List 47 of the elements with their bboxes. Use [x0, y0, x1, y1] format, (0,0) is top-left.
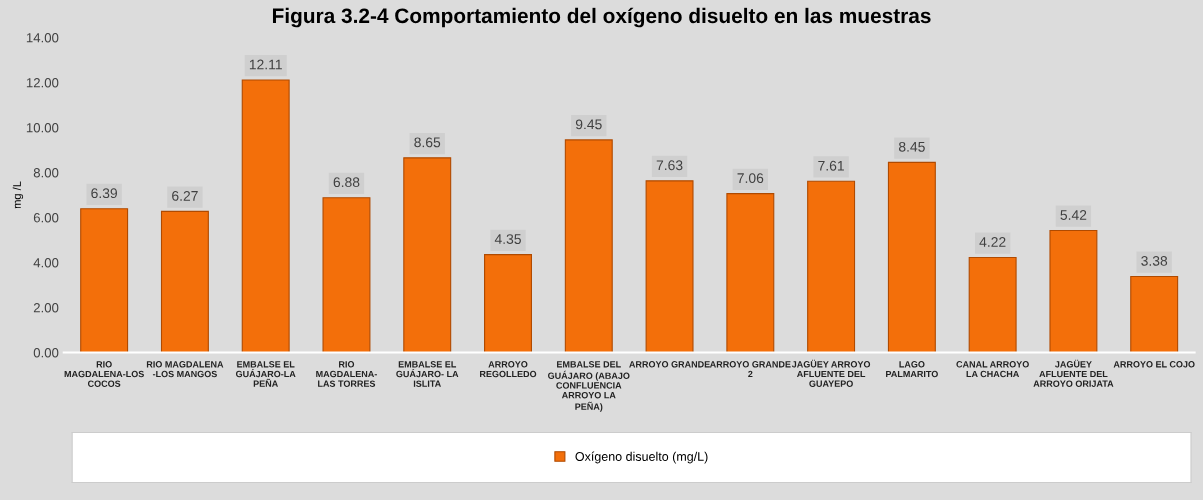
- data-label: 12.11: [249, 59, 282, 70]
- x-tick-label: ARROYO GRANDE: [629, 361, 710, 368]
- data-label: 7.63: [656, 160, 683, 171]
- x-tick-label: CANAL ARROYO LA CHACHA: [956, 361, 1029, 378]
- data-label: 6.39: [91, 188, 117, 199]
- bar: [564, 139, 613, 353]
- x-tick-label: LAGO PALMARITO: [886, 361, 938, 378]
- y-tick-label: 6.00: [33, 213, 59, 223]
- y-axis-title: mg /L: [12, 181, 24, 209]
- bar: [80, 208, 129, 353]
- x-tick-label: RIO MAGDALENA-LOS COCOS: [64, 361, 144, 387]
- data-label: 8.45: [898, 141, 925, 152]
- x-tick-label: ARROYO GRANDE 2: [709, 361, 791, 378]
- y-tick-label: 12.00: [26, 78, 59, 88]
- chart-title: Figura 3.2-4 Comportamiento del oxígeno disuelto en las muestras: [272, 7, 931, 28]
- data-label: 9.45: [575, 119, 602, 130]
- x-tick-label: JAGÜEY AFLUENTE DEL ARROYO ORIJATA: [1033, 359, 1114, 387]
- y-tick-label: 8.00: [33, 168, 59, 178]
- data-label: 4.35: [494, 234, 521, 244]
- y-tick-label: 2.00: [33, 303, 59, 313]
- x-tick-label: EMBALSE EL GUÁJARO- LA ISLITA: [396, 361, 459, 387]
- data-label: 6.27: [172, 190, 198, 201]
- x-tick-label: ARROYO REGOLLEDO: [480, 361, 537, 378]
- bar: [241, 79, 290, 353]
- data-label: 4.22: [979, 237, 1006, 247]
- x-tick-label: EMBALSE EL GUÁJARO-LA PEÑA: [235, 361, 296, 387]
- x-tick-label: ARROYO EL COJO: [1113, 361, 1195, 368]
- x-tick-label: EMBALSE DEL GUÁJARO (ABAJO CONFLUENCIA ARROYO LA PEÑA): [548, 361, 630, 412]
- data-label: 5.42: [1060, 210, 1087, 220]
- x-tick-label: RIO MAGDALENA -LOS MANGOS: [146, 361, 224, 378]
- y-tick-label: 14.00: [26, 33, 59, 43]
- x-tick-label: RIO MAGDALENA- LAS TORRES: [316, 361, 377, 387]
- data-label: 6.88: [333, 177, 360, 188]
- bar: [403, 157, 452, 353]
- y-tick-label: 0.00: [33, 348, 59, 358]
- data-label: 8.65: [414, 137, 441, 148]
- data-label: 3.38: [1141, 255, 1168, 266]
- x-tick-label: JAGÜEY ARROYO AFLUENTE DEL GUAYEPO: [791, 359, 871, 387]
- data-label: 7.61: [818, 160, 844, 171]
- data-label: 7.06: [737, 173, 764, 184]
- legend-label: Oxígeno disuelto (mg/L): [575, 451, 708, 464]
- bar: [726, 193, 775, 353]
- y-tick-label: 4.00: [33, 258, 59, 268]
- bar: [484, 254, 532, 353]
- bar: [645, 180, 694, 353]
- y-tick-label: 10.00: [26, 123, 59, 133]
- bar: [322, 197, 371, 353]
